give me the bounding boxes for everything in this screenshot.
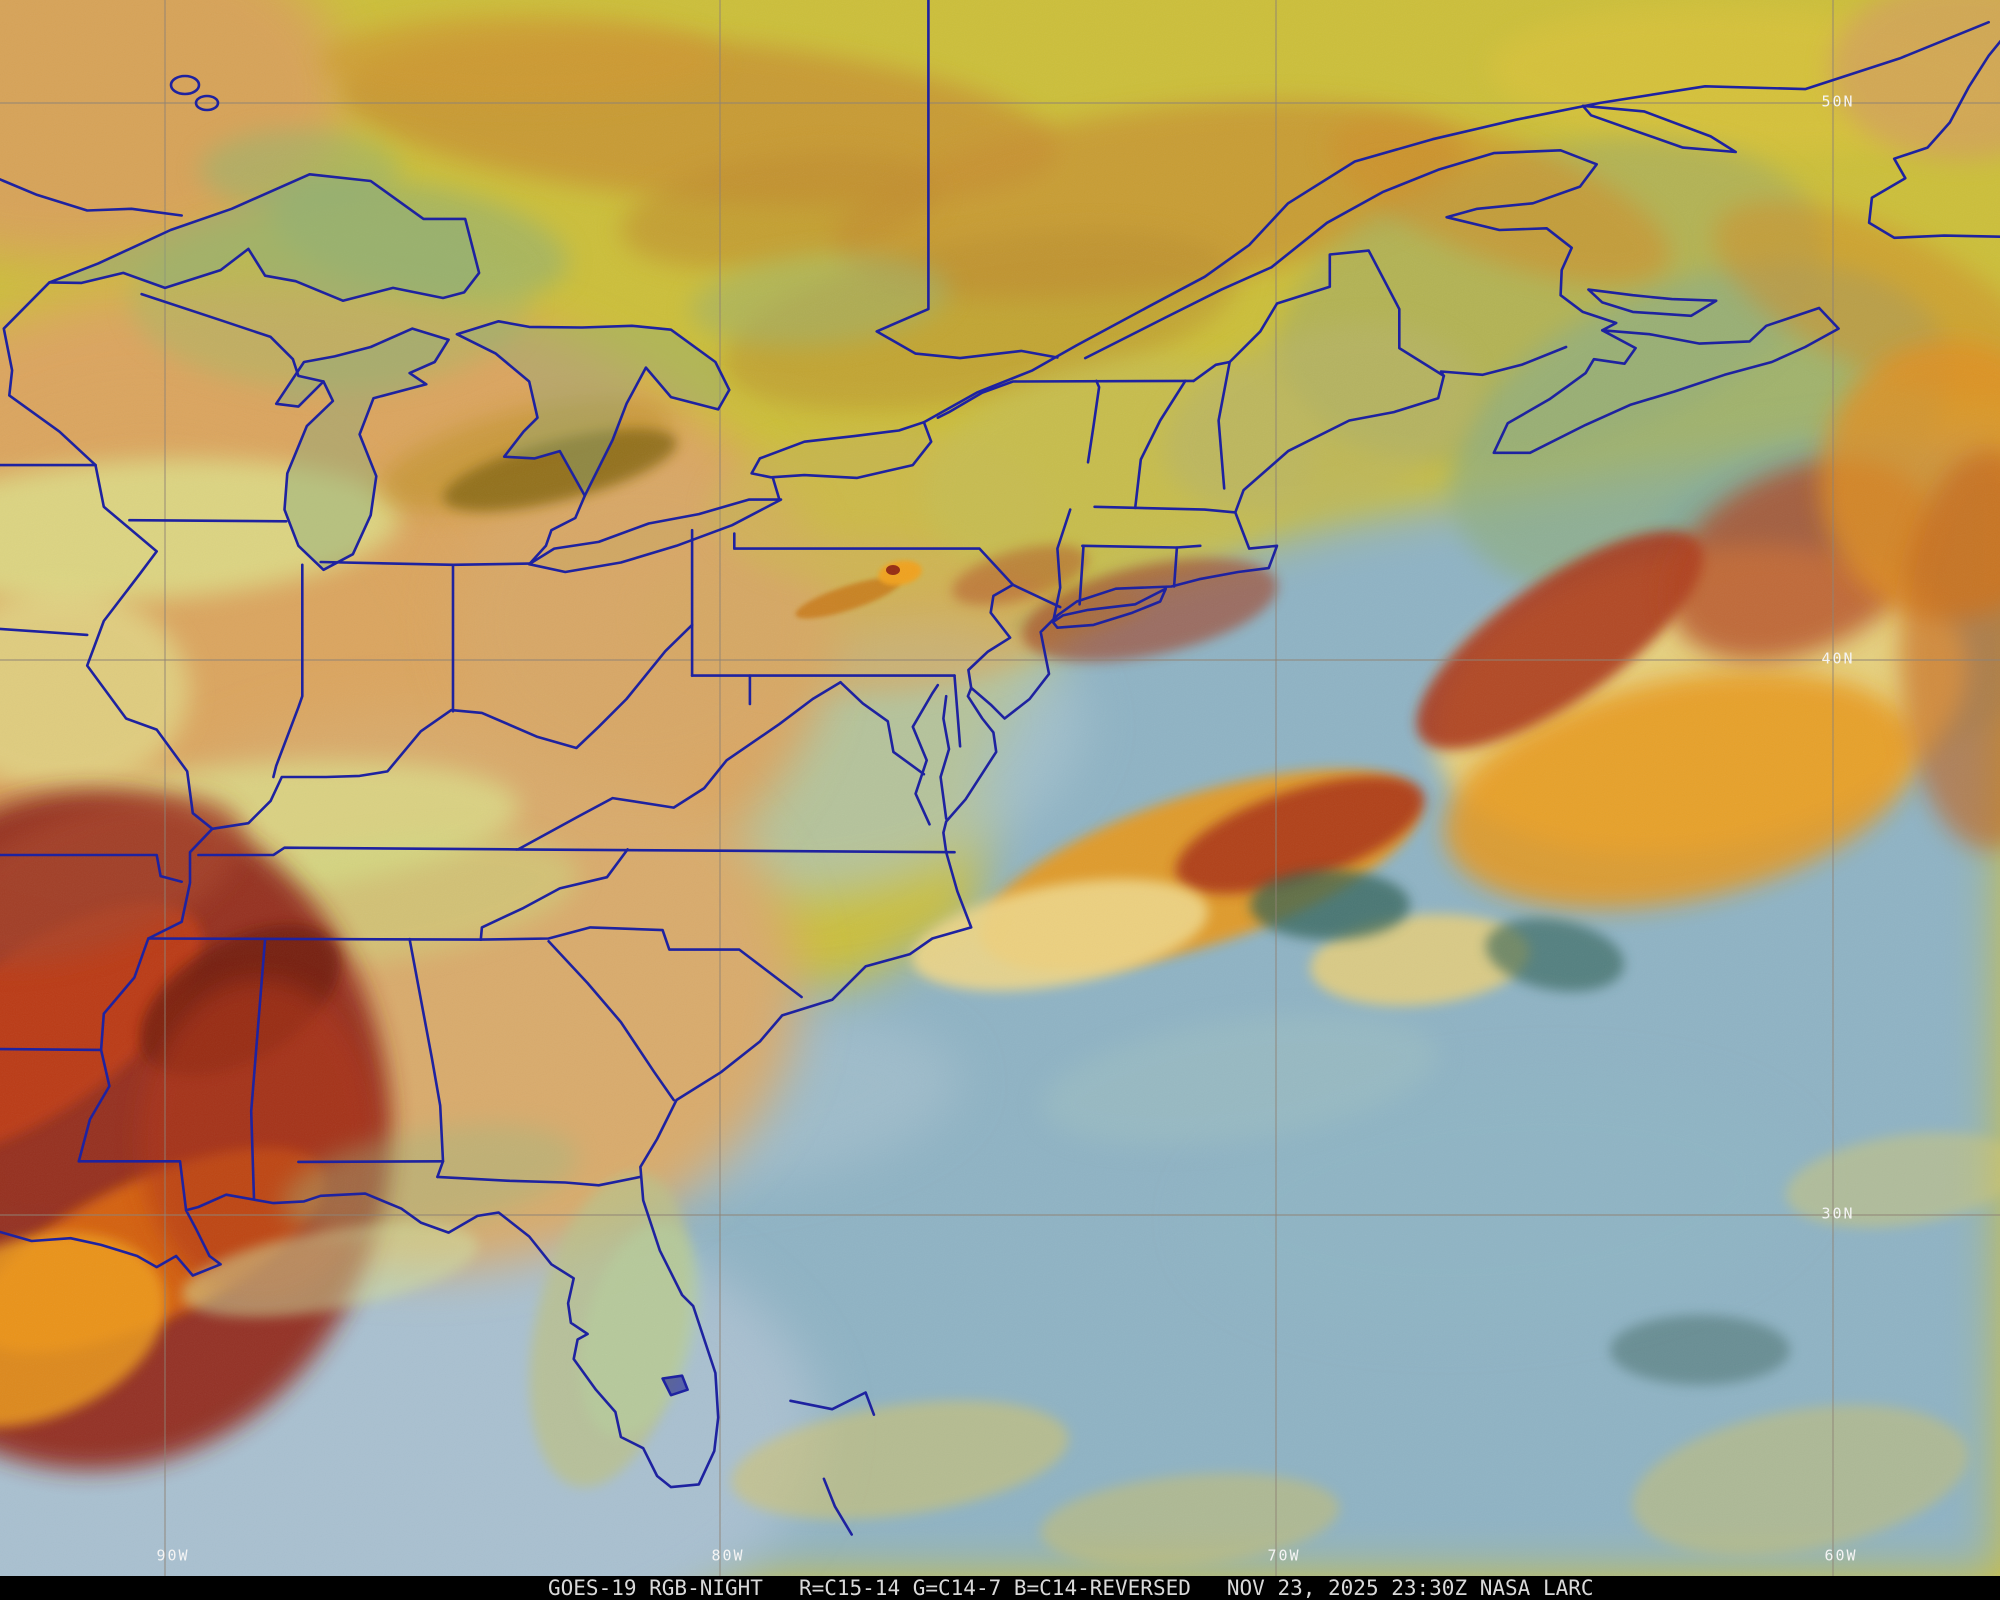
us-canada-45n-border: [936, 379, 1195, 419]
mississippi-alabama-border: [249, 937, 267, 1201]
lake-champlain: [1086, 379, 1101, 464]
border-lake-superior: [48, 173, 481, 302]
kentucky-tennessee-border: [197, 846, 518, 857]
border-layer: [0, 0, 2000, 1536]
niagara-river: [771, 476, 781, 501]
border-small-lake-2: [194, 94, 220, 112]
caption-product: GOES-19 RGB-NIGHT: [548, 1576, 763, 1600]
wisconsin-illinois-border: [128, 518, 288, 523]
potomac-border: [839, 681, 926, 776]
border-lake-michigan: [274, 327, 450, 572]
border-long-island: [1051, 587, 1168, 629]
pennsylvania-new-york-border: [733, 532, 1015, 587]
alabama-florida-border: [297, 1160, 445, 1164]
virginia-north-carolina-border: [515, 848, 956, 854]
border-small-lake-1: [169, 74, 201, 96]
new-york-new-jersey-border: [1011, 583, 1062, 609]
chesapeake-bay-east-shore: [939, 694, 951, 820]
grid-label-80w: 80W: [711, 1547, 744, 1565]
detroit-river: [527, 494, 587, 566]
massachusetts-south-border: [1081, 544, 1202, 549]
grid-label-40n: 40N: [1821, 650, 1854, 668]
mississippi-river-border: [77, 463, 214, 1163]
st-lawrence-south-shore: [1083, 149, 1618, 360]
new-hampshire-maine-border: [1217, 360, 1231, 490]
north-carolina-south-carolina-border: [479, 926, 803, 999]
ohio-river-border: [211, 623, 694, 831]
border-anticosti-island: [1581, 104, 1737, 154]
iowa-missouri-border: [0, 627, 89, 637]
georgia-south-carolina-border: [547, 940, 675, 1102]
wisconsin-michigan-border: [140, 292, 325, 383]
alabama-georgia-border: [408, 937, 445, 1179]
maine-new-brunswick-border: [1192, 249, 1446, 383]
tennessee-south-border: [147, 937, 483, 941]
grid-label-30n: 30N: [1821, 1205, 1854, 1223]
hudson-river: [1052, 508, 1072, 622]
tennessee-north-carolina-border: [479, 848, 629, 941]
mississippi-louisiana-border: [77, 1160, 188, 1212]
vermont-new-hampshire-border: [1133, 379, 1187, 510]
border-nova-scotia: [1492, 306, 1840, 455]
georgia-florida-border: [436, 1175, 642, 1187]
caption-bar: GOES-19 RGB-NIGHT R=C15-14 G=C14-7 B=C14…: [0, 1576, 2000, 1600]
border-lake-huron: [455, 320, 731, 497]
border-prince-edward-island: [1587, 288, 1718, 318]
illinois-indiana-border: [272, 563, 304, 779]
delaware-maryland-border: [953, 674, 962, 748]
connecticut-rhode-island-border: [1172, 546, 1179, 588]
border-lake-okeechobee: [661, 1374, 689, 1397]
delaware-river-border: [967, 583, 1015, 690]
caption-recipe: R=C15-14 G=C14-7 B=C14-REVERSED: [798, 1576, 1191, 1600]
andros-coast: [822, 1477, 853, 1536]
chesapeake-bay-west-shore: [911, 683, 940, 826]
ontario-quebec-border: [875, 0, 1059, 360]
minnesota-wisconsin-border: [2, 281, 97, 467]
louisiana-arkansas-border: [0, 1047, 103, 1052]
coastline-atlantic-gulf: [0, 374, 1446, 1489]
us-canada-49n-border: [0, 177, 183, 217]
grid-label-50n: 50N: [1821, 93, 1854, 111]
grid-label-60w: 60W: [1824, 1547, 1857, 1565]
grid-label-70w: 70W: [1267, 1547, 1300, 1565]
west-virginia-virginia-border: [516, 681, 842, 851]
missouri-arkansas-border: [0, 853, 183, 883]
newfoundland-coast: [1867, 39, 2000, 240]
caption-timestamp: NOV 23, 2025 23:30Z NASA LARC: [1226, 1576, 1594, 1600]
massachusetts-north-border: [1093, 505, 1237, 514]
new-brunswick-south-coast: [1439, 345, 1568, 378]
border-lake-ontario: [750, 420, 933, 480]
grid-labels-layer: 90W 80W 70W 60W 50N 40N 30N: [156, 93, 1857, 1565]
grid-label-90w: 90W: [156, 1547, 189, 1565]
border-lake-erie: [527, 498, 783, 574]
connecticut-new-york-border: [1078, 544, 1085, 606]
michigan-south-border: [319, 560, 531, 567]
grand-bahama-coast: [789, 1391, 876, 1416]
